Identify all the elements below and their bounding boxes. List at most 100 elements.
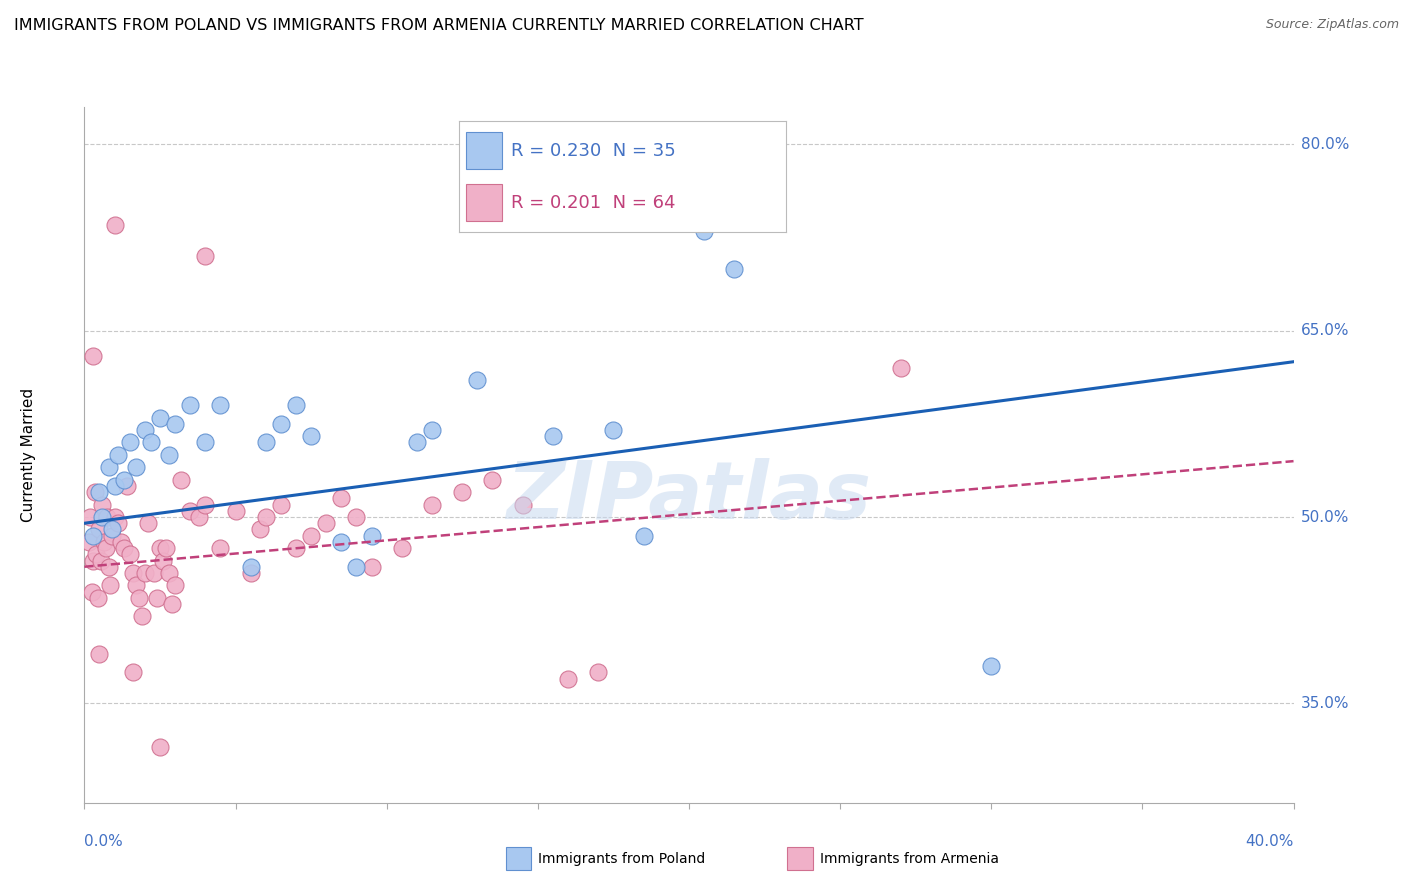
Point [557,672,579,686]
Point [188,510,211,524]
Text: 50.0%: 50.0% [1301,509,1348,524]
Point [481,473,503,487]
Point [360,559,382,574]
Point [391,541,413,555]
Point [602,423,624,437]
Point [112,473,135,487]
Point [155,541,177,555]
Point [80,584,103,599]
Point [104,510,127,524]
Point [157,566,180,580]
Point [84,485,107,500]
Point [179,504,201,518]
Point [633,529,655,543]
Point [451,485,474,500]
Point [142,566,165,580]
Point [209,541,232,555]
Point [89,647,111,661]
Point [254,435,277,450]
Point [225,504,247,518]
Point [152,553,174,567]
Point [131,609,153,624]
Point [104,218,127,232]
Text: Immigrants from Armenia: Immigrants from Armenia [820,852,998,865]
Point [149,739,172,754]
Point [100,523,122,537]
Point [134,423,156,437]
Point [110,535,132,549]
Point [149,410,172,425]
Text: 40.0%: 40.0% [1246,834,1294,849]
Point [239,559,262,574]
Text: 65.0%: 65.0% [1301,323,1348,338]
Point [146,591,169,605]
Point [284,541,308,555]
Point [125,578,148,592]
Point [254,510,277,524]
Point [125,460,148,475]
Point [149,541,172,555]
Point [299,529,322,543]
Point [270,498,292,512]
Point [104,479,127,493]
Point [157,448,180,462]
Point [89,523,111,537]
Point [270,417,292,431]
Point [360,529,382,543]
Point [91,510,114,524]
Text: Currently Married: Currently Married [21,388,35,522]
Point [194,249,217,263]
Point [128,591,150,605]
Point [406,435,429,450]
Point [346,510,368,524]
Point [194,435,217,450]
Point [82,553,104,567]
Point [165,578,187,592]
Point [467,373,489,387]
Point [136,516,159,531]
Point [96,510,118,524]
Text: ZIPatlas: ZIPatlas [506,458,872,536]
Point [170,473,193,487]
Text: 80.0%: 80.0% [1301,136,1348,152]
Point [588,665,610,680]
Point [284,398,308,412]
Point [134,566,156,580]
Text: Immigrants from Poland: Immigrants from Poland [538,852,706,865]
Point [512,498,534,512]
Text: IMMIGRANTS FROM POLAND VS IMMIGRANTS FROM ARMENIA CURRENTLY MARRIED CORRELATION : IMMIGRANTS FROM POLAND VS IMMIGRANTS FRO… [14,18,863,33]
Point [90,553,112,567]
Text: Source: ZipAtlas.com: Source: ZipAtlas.com [1265,18,1399,31]
Point [239,566,262,580]
Point [97,460,120,475]
Point [115,479,138,493]
Point [179,398,201,412]
Point [118,435,141,450]
Point [112,541,135,555]
Point [330,491,353,506]
Point [249,523,271,537]
Point [299,429,322,443]
Point [693,224,716,238]
Point [209,398,232,412]
Point [79,510,101,524]
Point [118,547,141,561]
Point [420,423,443,437]
Point [94,541,117,555]
Point [346,559,368,574]
Point [98,578,121,592]
Point [91,498,114,512]
Point [82,529,104,543]
Point [330,535,353,549]
Point [723,261,745,276]
Point [87,591,110,605]
Point [82,349,104,363]
Point [107,448,129,462]
Point [139,435,162,450]
Point [89,485,111,500]
Point [86,547,108,561]
Point [121,665,143,680]
Point [121,566,143,580]
Point [541,429,564,443]
Text: 35.0%: 35.0% [1301,696,1348,711]
